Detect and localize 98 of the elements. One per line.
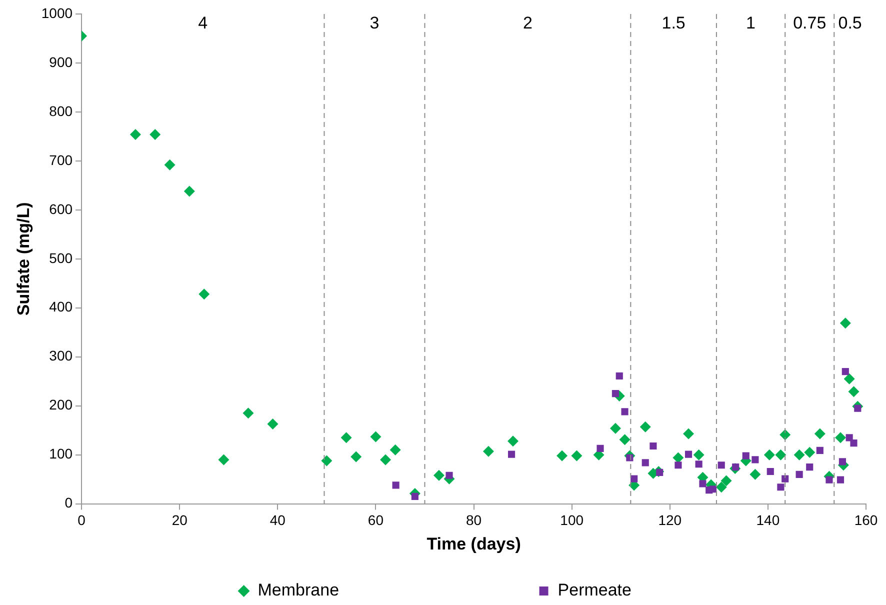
point (507, 436, 518, 447)
point (630, 475, 638, 482)
annotation: 4 (198, 14, 208, 33)
point (321, 455, 332, 466)
point (610, 422, 621, 434)
x-axis-title: Time (days) (426, 534, 521, 554)
point (612, 390, 619, 398)
x-tick-label: 40 (270, 512, 286, 528)
point (766, 468, 774, 476)
point (672, 452, 684, 464)
point (267, 418, 278, 430)
point (392, 482, 400, 489)
point (816, 446, 824, 454)
annotation: 1 (746, 14, 756, 33)
y-tick-label: 400 (49, 298, 73, 315)
annotation: 0.5 (838, 14, 862, 33)
point (814, 428, 826, 440)
y-tick-label: 100 (49, 446, 73, 462)
x-tick-label: 60 (368, 512, 384, 528)
point (782, 475, 789, 482)
point (650, 442, 657, 450)
point (616, 372, 623, 380)
point (571, 450, 582, 462)
point (218, 454, 230, 466)
point (775, 449, 786, 460)
point (433, 470, 444, 481)
y-axis-title: Sulfate (mg/L) (14, 202, 33, 316)
point (844, 373, 855, 384)
point (508, 450, 516, 458)
x-tick-label: 100 (560, 512, 584, 528)
annotation: 1.5 (662, 14, 686, 33)
point (709, 486, 717, 493)
point (390, 444, 401, 456)
y-tick-label: 0 (64, 494, 73, 511)
point (764, 449, 775, 460)
x-tick-label: 140 (756, 512, 780, 528)
point (683, 428, 694, 440)
point (777, 484, 784, 491)
point (482, 446, 494, 457)
y-tick-label: 800 (49, 102, 73, 119)
point (835, 432, 846, 444)
legend-label: Membrane (258, 580, 340, 600)
point (150, 128, 161, 140)
point (370, 431, 382, 442)
y-tick-label: 1000 (41, 4, 73, 21)
y-tick-label: 500 (49, 250, 73, 266)
point (340, 432, 352, 444)
point (718, 462, 725, 469)
point (693, 449, 704, 460)
point (596, 444, 604, 452)
point (848, 386, 860, 398)
legend-label: Permeate (558, 580, 632, 600)
annotation: 3 (370, 14, 380, 33)
point (350, 451, 362, 462)
x-tick-label: 80 (466, 512, 482, 528)
point (640, 421, 651, 432)
point (642, 459, 649, 466)
annotation: 0.75 (793, 14, 826, 33)
y-tick-label: 700 (49, 152, 73, 168)
point (164, 159, 176, 170)
point (446, 472, 453, 479)
y-tick-label: 900 (49, 54, 73, 70)
point (621, 408, 628, 416)
point (184, 186, 195, 197)
point (411, 492, 418, 500)
point (556, 450, 568, 462)
point (836, 476, 844, 484)
y-tick-label: 600 (49, 200, 73, 217)
point (242, 408, 254, 419)
x-tick-label: 160 (854, 512, 878, 528)
point (720, 475, 732, 486)
point (804, 446, 816, 458)
point (842, 368, 849, 376)
point (840, 318, 851, 329)
point (796, 470, 803, 478)
y-tick-label: 300 (49, 348, 73, 364)
point (716, 482, 727, 493)
point (742, 452, 750, 460)
point (130, 128, 141, 140)
point (198, 288, 210, 300)
x-tick-label: 20 (172, 512, 188, 528)
x-tick-label: 0 (78, 512, 86, 528)
point (695, 460, 702, 468)
point (699, 480, 706, 488)
point (826, 476, 833, 484)
point (674, 462, 682, 469)
point (619, 434, 630, 446)
point (794, 449, 805, 460)
point (684, 450, 692, 458)
point (838, 458, 846, 466)
point (850, 440, 858, 447)
point (380, 454, 392, 466)
annotation: 2 (522, 14, 532, 33)
point (750, 468, 761, 480)
x-tick-label: 120 (658, 512, 682, 528)
y-tick-label: 200 (49, 396, 73, 413)
point (752, 456, 759, 464)
point (806, 464, 814, 471)
